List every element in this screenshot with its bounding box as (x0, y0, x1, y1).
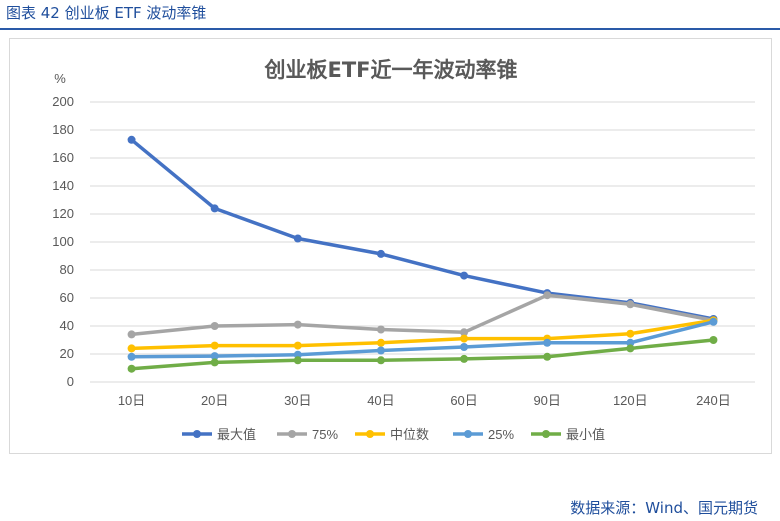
data-point-p25 (543, 338, 552, 347)
y-tick-label: 140 (52, 178, 74, 193)
y-tick-label: 120 (52, 206, 74, 221)
data-point-median (210, 341, 219, 350)
x-tick-label: 90日 (533, 393, 560, 408)
data-point-min (543, 352, 552, 361)
y-axis-unit-label: % (54, 71, 66, 86)
legend-label: 最小值 (566, 427, 605, 442)
legend-label: 中位数 (390, 427, 429, 442)
data-point-max (127, 135, 136, 144)
data-source: 数据来源：Wind、国元期货 (570, 499, 758, 517)
data-point-p75 (210, 322, 219, 330)
figure-caption: 图表 42 创业板 ETF 波动率锥 (6, 4, 207, 22)
legend: 最大值 75% 中位数 25% 最小值 (182, 427, 605, 442)
data-point-max (376, 249, 385, 258)
legend-swatch-marker (288, 430, 296, 438)
x-tick-label: 30日 (284, 393, 311, 408)
data-point-median (127, 344, 136, 353)
y-tick-label: 160 (52, 150, 74, 165)
legend-label: 75% (312, 427, 338, 442)
data-point-p75 (293, 320, 302, 329)
x-tick-label: 60日 (450, 393, 477, 408)
data-point-p25 (376, 346, 385, 355)
series-line-max (129, 138, 716, 321)
data-point-p25 (626, 338, 635, 347)
data-point-min (293, 356, 302, 365)
y-axis-ticks: 0 20 40 60 80 100 120 140 160 180 200 (52, 94, 74, 389)
y-tick-label: 60 (60, 290, 74, 305)
x-axis-ticks: 10日 20日 30日 40日 60日 90日 120日 240日 (118, 393, 731, 408)
data-point-median (460, 334, 469, 343)
legend-label: 25% (488, 427, 514, 442)
legend-item-median: 中位数 (355, 427, 429, 442)
x-tick-label: 10日 (118, 393, 145, 408)
data-point-min (210, 358, 219, 367)
data-point-min (709, 336, 718, 344)
data-point-p25 (210, 352, 219, 361)
data-point-min (460, 354, 469, 363)
data-point-min (127, 364, 136, 373)
data-point-p25 (460, 343, 469, 351)
y-tick-label: 100 (52, 234, 74, 249)
series-max (127, 135, 718, 323)
legend-swatch-marker (542, 430, 550, 438)
data-point-max (460, 271, 469, 280)
data-point-min (376, 356, 385, 365)
volatility-cone-chart: 创业板ETF近一年波动率锥 % 0 20 40 60 80 100 120 140 160 180… (52, 58, 755, 442)
data-point-p25 (293, 350, 302, 359)
x-tick-label: 120日 (613, 393, 648, 408)
series-line-median (129, 318, 716, 351)
legend-swatch-marker (464, 430, 472, 438)
legend-item-p25: 25% (453, 427, 514, 442)
data-point-p25 (709, 317, 718, 326)
y-tick-label: 40 (60, 318, 74, 333)
legend-swatch-marker (193, 430, 201, 438)
series-min (127, 336, 718, 373)
data-point-p75 (127, 330, 136, 339)
chart-title: 创业板ETF近一年波动率锥 (263, 58, 517, 82)
legend-item-max: 最大值 (182, 427, 256, 442)
y-tick-label: 20 (60, 346, 74, 361)
series-group (127, 135, 718, 373)
series-line-p25 (129, 320, 716, 359)
y-tick-label: 80 (60, 262, 74, 277)
data-point-max (293, 234, 302, 243)
series-line-p75 (129, 293, 716, 337)
data-point-p75 (376, 325, 385, 334)
legend-label: 最大值 (217, 427, 256, 442)
data-point-max (210, 204, 219, 213)
data-point-min (626, 344, 635, 353)
data-point-median (293, 341, 302, 350)
x-tick-label: 20日 (201, 393, 228, 408)
data-point-p75 (543, 291, 552, 300)
data-point-p75 (460, 328, 469, 337)
data-point-p25 (127, 352, 136, 361)
series-p25 (127, 317, 718, 361)
x-tick-label: 40日 (367, 393, 394, 408)
series-line-min (129, 338, 716, 371)
data-point-median (626, 329, 635, 338)
legend-item-min: 最小值 (531, 427, 605, 442)
caption-divider (0, 28, 780, 30)
data-point-median (376, 338, 385, 347)
chart-frame: 创业板ETF近一年波动率锥 % 0 20 40 60 80 100 120 140 160 180… (9, 38, 772, 454)
data-point-p75 (626, 300, 635, 309)
y-tick-label: 0 (67, 374, 74, 389)
y-tick-label: 180 (52, 122, 74, 137)
legend-item-p75: 75% (277, 427, 338, 442)
legend-swatch-marker (366, 430, 374, 438)
x-tick-label: 240日 (696, 393, 731, 408)
y-tick-label: 200 (52, 94, 74, 109)
